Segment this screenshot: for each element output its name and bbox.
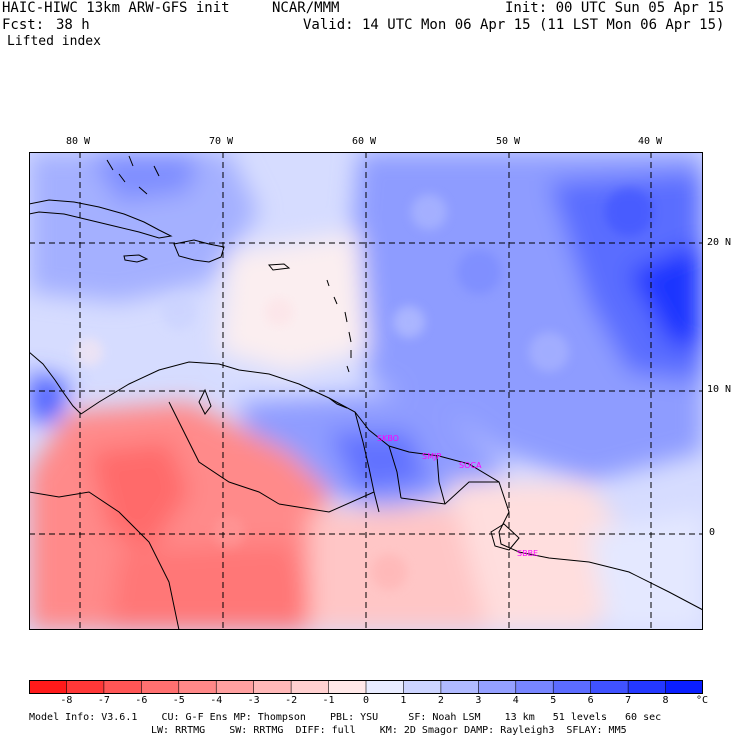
colorbar-tick-label: -6: [135, 695, 148, 706]
colorbar-tick-label: -1: [322, 695, 335, 706]
colorbar-swatch: [141, 680, 180, 694]
colorbar-swatch: [178, 680, 217, 694]
fcst-value: 38 h: [56, 17, 90, 33]
colorbar-tick-label: 4: [512, 695, 519, 706]
colorbar-tick-label: -5: [172, 695, 185, 706]
field-name: Lifted index: [7, 34, 101, 49]
colorbar-tick-label: 5: [550, 695, 557, 706]
lon-label-60w: 60 W: [352, 136, 377, 147]
lon-label-70w: 70 W: [209, 136, 234, 147]
footer-model-info: Model Info: V3.6.1 CU: G-F Ens MP: Thomp…: [29, 712, 662, 723]
colorbar-swatch: [515, 680, 554, 694]
org-label: NCAR/MMM: [272, 0, 340, 16]
colorbar-swatch: [440, 680, 479, 694]
colorbar-swatch: [366, 680, 404, 694]
station-label: SBBE: [517, 549, 538, 558]
colorbar-swatch: [478, 680, 517, 694]
lat-label-0: 0: [709, 527, 716, 538]
colorbar-tick-label: -2: [285, 695, 298, 706]
station-label: SMJP: [422, 452, 441, 461]
colorbar-swatch: [66, 680, 105, 694]
colorbar-tick-label: 8: [662, 695, 669, 706]
colorbar-frame: [29, 680, 703, 694]
init-label: Init: 00 UTC Sun 05 Apr 15: [505, 0, 725, 16]
colorbar: [28, 679, 704, 694]
colorbar-tick-label: 0: [362, 695, 370, 706]
colorbar-tick-label: -4: [210, 695, 223, 706]
colorbar-tick-label: 6: [587, 695, 594, 706]
colorbar-tick-label: -3: [247, 695, 260, 706]
lon-label-80w: 80 W: [66, 136, 91, 147]
colorbar-swatch: [103, 680, 142, 694]
map-frame: [29, 152, 703, 630]
colorbar-swatch: [628, 680, 667, 694]
lat-label-10n: 10 N: [707, 384, 732, 395]
map-svg: SKBO SMJP SOCA SBBE: [29, 152, 703, 630]
colorbar-swatch: [403, 680, 442, 694]
colorbar-tick-label: -8: [60, 695, 73, 706]
colorbar-svg: [28, 680, 704, 694]
colorbar-swatch: [590, 680, 629, 694]
colorbar-swatch: [665, 680, 704, 694]
lat-label-20n: 20 N: [707, 237, 732, 248]
field-texture: [75, 188, 653, 590]
colorbar-swatch: [291, 680, 330, 694]
station-label: SOCA: [459, 461, 482, 470]
colorbar-tick-label: -7: [97, 695, 110, 706]
graticule: [29, 152, 703, 630]
lon-label-40w: 40 W: [638, 136, 663, 147]
fcst-label: Fcst:: [2, 17, 45, 33]
colorbar-tick-label: 1: [400, 695, 407, 706]
lifted-index-map: SKBO SMJP SOCA SBBE: [29, 152, 703, 630]
colorbar-swatch: [328, 680, 367, 694]
colorbar-unit: °C: [695, 695, 709, 706]
station-label: SKBO: [377, 434, 399, 443]
colorbar-tick-label: 7: [625, 695, 632, 706]
valid-label: Valid: 14 UTC Mon 06 Apr 15 (11 LST Mon …: [303, 17, 725, 33]
colorbar-tick-label: 2: [437, 695, 444, 706]
colorbar-swatch: [253, 680, 292, 694]
colorbar-swatch: [29, 680, 67, 694]
lon-label-50w: 50 W: [496, 136, 521, 147]
coastlines: [29, 155, 703, 630]
colorbar-swatch: [216, 680, 255, 694]
model-title: HAIC-HIWC 13km ARW-GFS init: [2, 0, 230, 16]
footer-physics-info: LW: RRTMG SW: RRTMG DIFF: full KM: 2D Sm…: [151, 725, 627, 736]
colorbar-swatch: [553, 680, 592, 694]
colorbar-tick-label: 3: [475, 695, 482, 706]
